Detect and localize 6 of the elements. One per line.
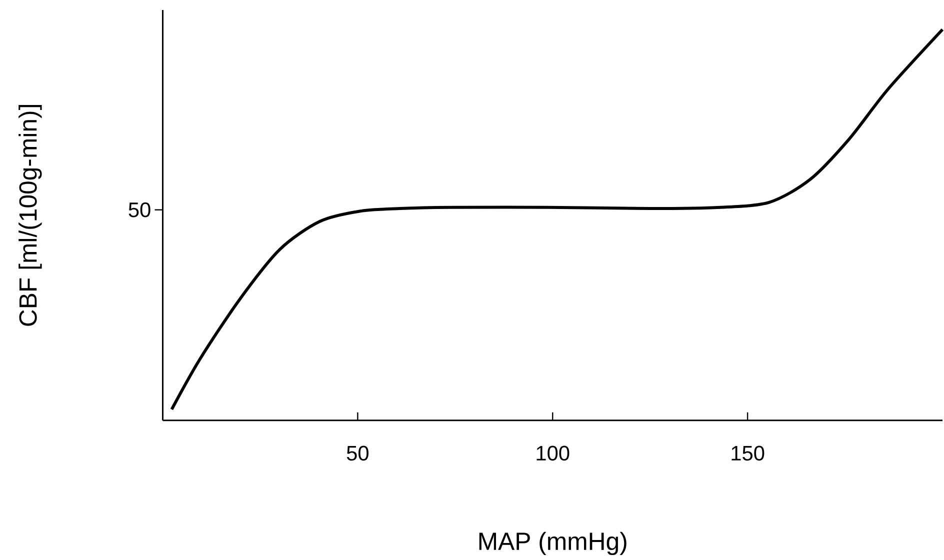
x-tick-label: 150 bbox=[732, 446, 764, 461]
x-tick-label: 50 bbox=[346, 446, 368, 461]
text: 50 bbox=[128, 202, 150, 218]
x-tick-label: 100 bbox=[536, 446, 570, 461]
y-axis-title: CBF [ml/(100g-min)] bbox=[18, 105, 42, 326]
x-axis-title: MAP (mmHg) bbox=[479, 532, 626, 555]
